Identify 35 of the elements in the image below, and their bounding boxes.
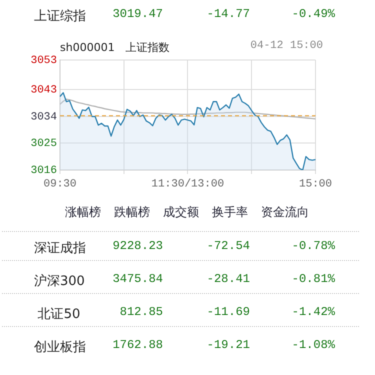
text: -1.08% (292, 338, 335, 352)
text: 成交额 (163, 205, 199, 219)
chart-title: sh000001 上证指数 (60, 40, 170, 55)
text: 9228.23 (112, 239, 163, 253)
y-tick-label: 3016 (30, 164, 57, 177)
x-tick-label: 11:30/13:00 (151, 178, 224, 191)
text: -0.49% (292, 7, 335, 21)
text: -1.42% (292, 305, 335, 319)
text: -14.77 (206, 7, 250, 21)
y-tick-label: 3025 (30, 138, 57, 150)
y-tick-label: 3034 (30, 111, 58, 124)
text: -19.21 (206, 338, 250, 352)
text: 812.85 (120, 305, 163, 319)
text: -28.41 (206, 272, 250, 286)
text: 上证综指 (34, 8, 86, 25)
text: 1762.88 (112, 338, 163, 352)
text: 北证50 (36, 306, 82, 323)
text: 资金流向 (261, 205, 309, 219)
x-tick-label: 09:30 (43, 178, 77, 191)
text: 深证成指 (34, 240, 86, 257)
chart-subtitle: 04-12 15:00 (250, 40, 323, 52)
y-tick-label: 3043 (30, 84, 57, 97)
text: 3019.47 (112, 7, 163, 21)
text: 沪深300 (34, 273, 85, 290)
text: 创业板指 (34, 339, 86, 356)
text: -0.81% (292, 272, 335, 286)
text: 换手率 (212, 205, 248, 219)
text: -0.78% (292, 239, 335, 253)
text: 跌幅榜 (114, 205, 150, 219)
text: -72.54 (206, 239, 250, 253)
x-tick-label: 15:00 (298, 178, 332, 191)
text: 涨幅榜 (65, 205, 101, 219)
y-tick-label: 3053 (30, 54, 57, 67)
text: -11.69 (206, 305, 250, 319)
text: 3475.84 (112, 272, 163, 286)
